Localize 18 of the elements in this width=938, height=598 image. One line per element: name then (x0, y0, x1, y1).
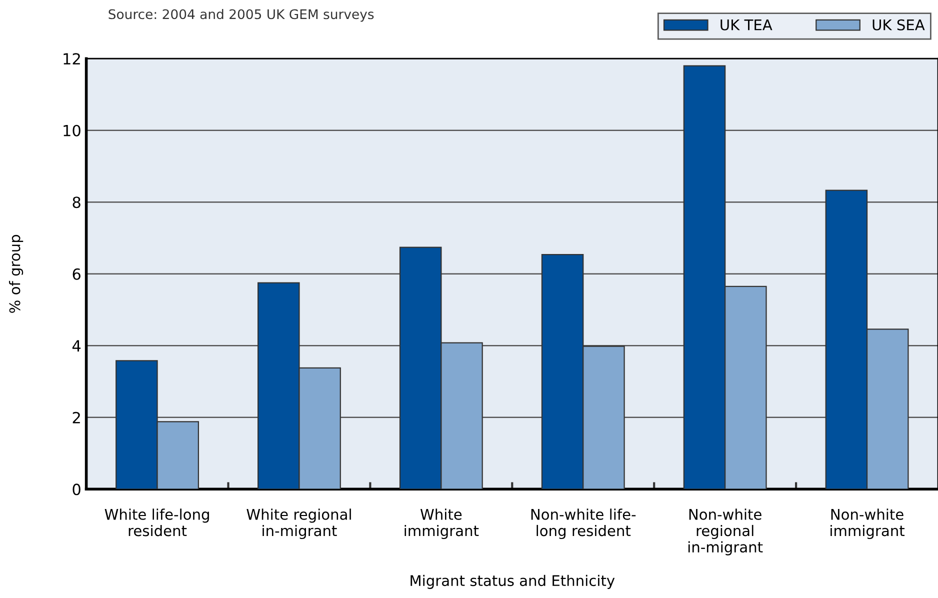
x-tick-label: Non-white immigrant (830, 508, 905, 540)
x-tick-label: Non-white life- long resident (531, 508, 636, 540)
y-tick-label: 2 (72, 412, 80, 424)
legend-label: UK SEA (872, 19, 925, 30)
x-tick-label: White regional in-migrant (246, 508, 351, 540)
y-tick-label: 6 (72, 268, 80, 280)
x-axis-title: Migrant status and Ethnicity (410, 574, 615, 589)
legend-label: UK TEA (720, 20, 772, 30)
y-tick-label: 4 (72, 340, 81, 352)
y-tick-label: 8 (72, 196, 80, 208)
source-note: Source: 2004 and 2005 UK GEM surveys (108, 8, 374, 22)
y-axis-title: % of group (8, 234, 24, 313)
x-tick-label: White life-long resident (104, 508, 209, 536)
x-tick-label: White immigrant (404, 508, 479, 540)
y-tick-label: 10 (64, 124, 80, 136)
y-tick-label: 0 (72, 484, 80, 496)
x-tick-label: Non-white regional in-migrant (688, 508, 763, 556)
y-tick-label: 12 (64, 53, 80, 64)
